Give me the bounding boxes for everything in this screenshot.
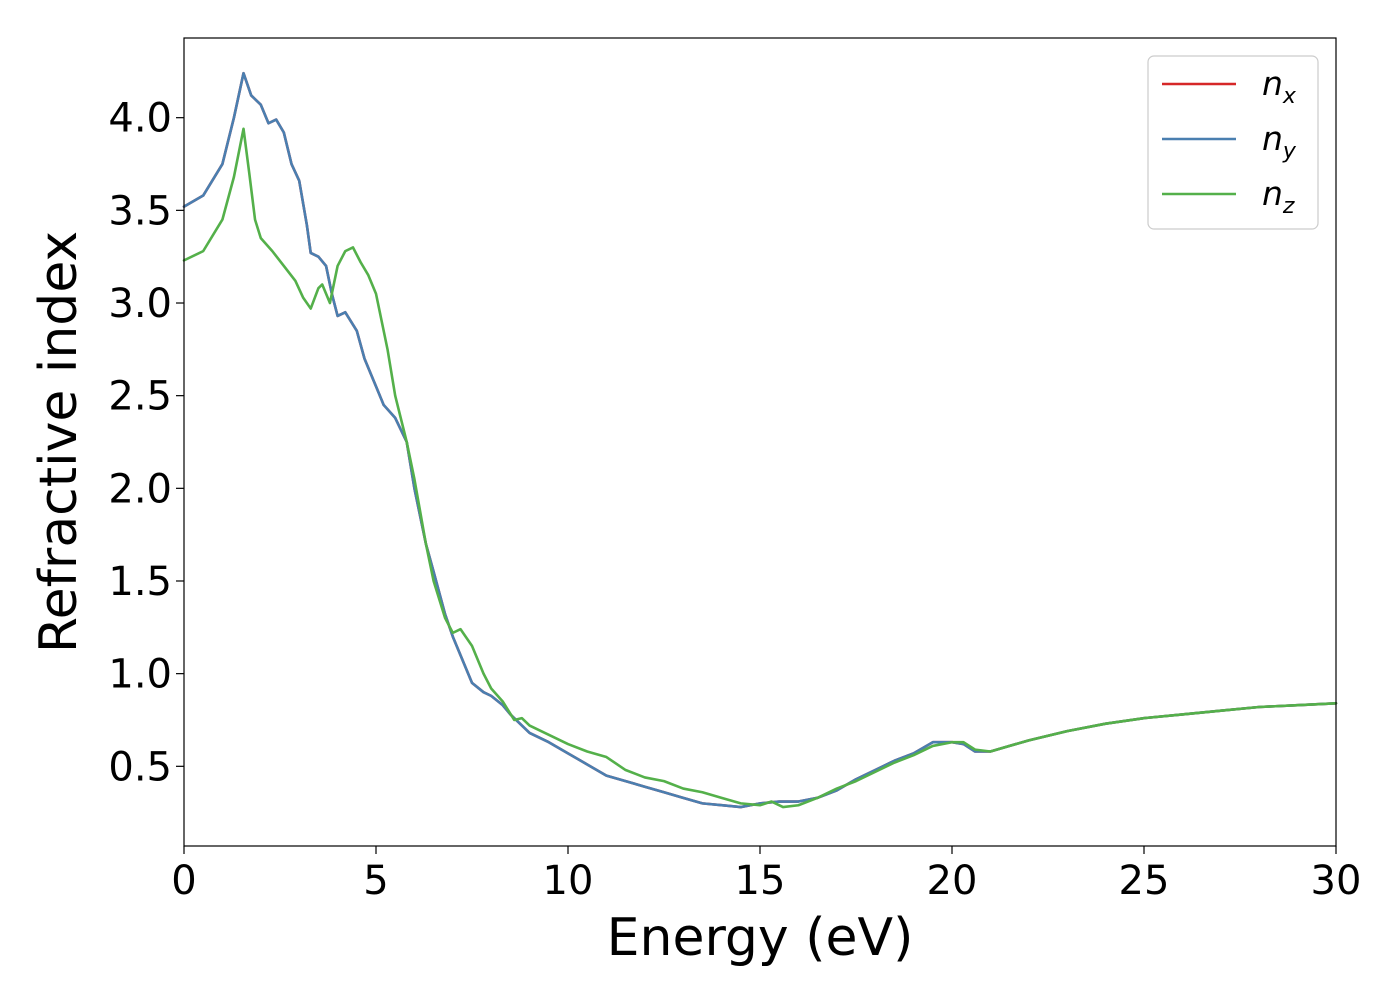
x-tick-label: 20 <box>927 858 978 904</box>
y-tick-label: 2.5 <box>108 374 172 420</box>
y-tick-label: 3.5 <box>108 188 172 234</box>
legend-box <box>1147 55 1319 230</box>
legend-label-n-z: nz <box>1262 174 1295 219</box>
x-axis-ticks: 0 5 10 15 20 25 30 <box>171 846 1361 904</box>
x-tick-label: 15 <box>735 858 786 904</box>
series-layer <box>182 71 1338 809</box>
x-tick-label: 10 <box>543 858 594 904</box>
x-tick-label: 5 <box>363 858 388 904</box>
series-line-n-z <box>182 127 1338 809</box>
y-axis-ticks: 0.5 1.0 1.5 2.0 2.5 3.0 3.5 4.0 <box>108 96 184 790</box>
x-tick-label: 0 <box>171 858 196 904</box>
legend-label-n-x: nx <box>1262 64 1297 109</box>
x-tick-label: 30 <box>1311 858 1362 904</box>
x-tick-label: 25 <box>1119 858 1170 904</box>
y-tick-label: 3.0 <box>108 281 172 327</box>
legend: nx ny nz <box>1147 55 1319 230</box>
y-tick-label: 0.5 <box>108 744 172 790</box>
legend-label-n-y: ny <box>1262 119 1297 164</box>
series-line-n-y <box>182 71 1338 809</box>
y-tick-label: 1.0 <box>108 652 172 698</box>
y-tick-label: 4.0 <box>108 96 172 142</box>
x-axis-label: Energy (eV) <box>607 908 914 968</box>
y-axis-label: Refractive index <box>29 231 89 653</box>
y-tick-label: 2.0 <box>108 466 172 512</box>
y-tick-label: 1.5 <box>108 559 172 605</box>
